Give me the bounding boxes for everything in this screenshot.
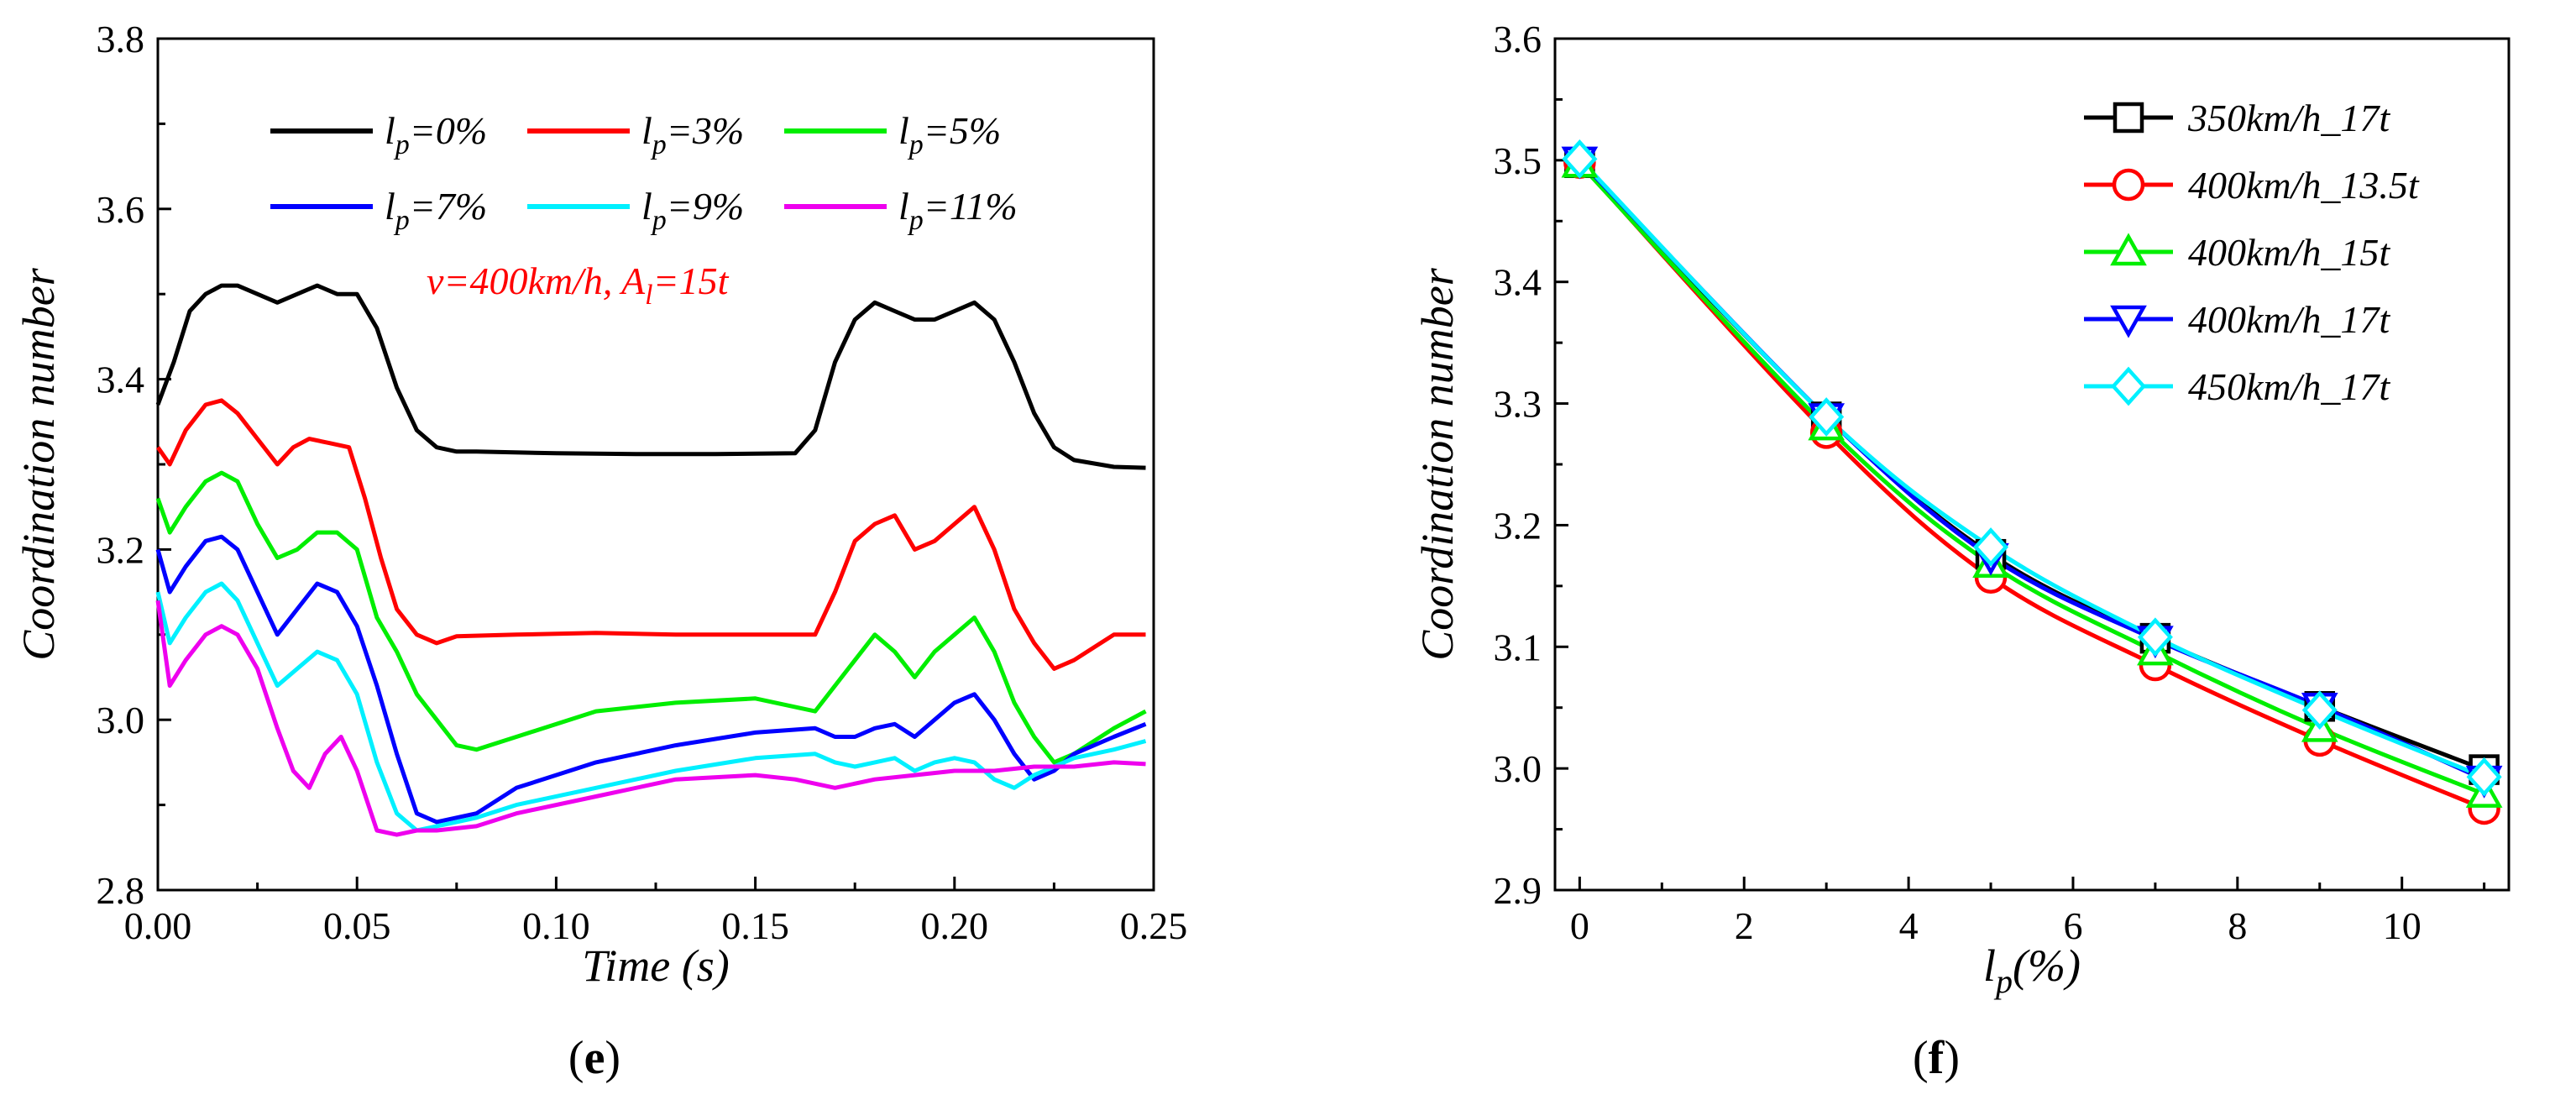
x-axis-label-f: lp(%) <box>1983 940 2081 1000</box>
x-tick-label-e: 0.10 <box>522 904 590 947</box>
legend-label-f-4: 450km/h_17t <box>2188 365 2390 408</box>
x-tick-label-f: 4 <box>1899 904 1919 947</box>
x-tick-label-f: 6 <box>2063 904 2082 947</box>
legend-label-0: lp=0% <box>385 109 487 160</box>
legend-label-f-3: 400km/h_17t <box>2188 298 2390 341</box>
legend-marker-f-0 <box>2113 102 2144 134</box>
panel-e-caption: (e) <box>568 1032 620 1084</box>
data-point-f-4 <box>2137 617 2173 657</box>
plot-frame-e <box>156 37 1155 892</box>
data-point-f-4 <box>1562 139 1598 179</box>
y-axis-label-f: Coordination number <box>1412 267 1463 661</box>
y-tick-label-e: 2.8 <box>97 869 145 912</box>
data-point-f-4 <box>2301 690 2338 730</box>
y-tick-label-f: 3.2 <box>1494 504 1542 547</box>
y-tick-label-f: 3.6 <box>1494 18 1542 60</box>
annotation-conditions: v=400km/h, Al=15t <box>427 259 730 311</box>
legend-label-f-2: 400km/h_15t <box>2188 231 2390 274</box>
x-tick-label-f: 2 <box>1735 904 1754 947</box>
y-axis-label-e: Coordination number <box>13 267 64 661</box>
x-tick-label-e: 0.25 <box>1120 904 1188 947</box>
x-axis-label-e: Time (s) <box>582 940 730 991</box>
data-point-f-4 <box>1809 397 1845 437</box>
legend-marker-f-3 <box>2110 305 2147 338</box>
series-line-3 <box>155 534 1147 825</box>
series-line-4 <box>155 581 1147 833</box>
x-tick-label-f: 8 <box>2228 904 2247 947</box>
y-tick-label-f: 2.9 <box>1494 869 1542 912</box>
chart-f-coordination-vs-lp: 0 2 4 6 8 10 2.9 3.0 3.1 3.2 3.3 3.4 3.5 3.6 lp(%) Coor… <box>1412 18 2511 1000</box>
y-tick-label-e: 3.0 <box>97 699 145 741</box>
chart-e-timeseries: 0.00 0.05 0.10 0.15 0.20 0.25 2.8 3.0 3.2 3.4 3.6 3… <box>13 18 1187 991</box>
y-tick-label-e: 3.2 <box>97 528 145 571</box>
y-tick-label-e: 3.4 <box>97 359 145 401</box>
x-tick-label-e: 0.20 <box>921 904 989 947</box>
legend-label-f-0: 350km/h_17t <box>2187 97 2390 139</box>
series-line-0 <box>155 283 1146 470</box>
y-tick-label-e: 3.8 <box>97 18 145 60</box>
panel-f-caption: (f) <box>1913 1032 1960 1084</box>
legend-label-4: lp=9% <box>641 185 744 236</box>
x-tick-label-f: 0 <box>1570 904 1589 947</box>
y-tick-label-f: 3.5 <box>1494 139 1542 182</box>
y-tick-label-f: 3.3 <box>1494 383 1542 426</box>
series-line-5 <box>155 600 1146 837</box>
legend-marker-f-1 <box>2112 168 2145 202</box>
x-tick-label-f: 10 <box>2383 904 2422 947</box>
y-tick-label-f: 3.1 <box>1494 626 1542 668</box>
legend-label-f-1: 400km/h_13.5t <box>2188 164 2420 207</box>
legend-label-5: lp=11% <box>898 185 1018 236</box>
x-tick-label-e: 0.05 <box>323 904 391 947</box>
x-tick-label-e: 0.15 <box>721 904 789 947</box>
y-tick-label-f: 3.4 <box>1494 261 1542 304</box>
data-point-f-4 <box>1973 527 2009 567</box>
legend-label-2: lp=5% <box>898 109 1001 160</box>
data-point-f-4 <box>2466 757 2502 797</box>
series-line-1 <box>155 398 1146 671</box>
legend-marker-f-2 <box>2110 233 2147 266</box>
x-tick-label-e: 0.00 <box>124 904 192 947</box>
series-line-2 <box>155 470 1147 765</box>
legend-label-3: lp=7% <box>385 185 487 236</box>
legend-marker-f-4 <box>2110 366 2147 406</box>
y-tick-label-e: 3.6 <box>97 188 145 231</box>
y-tick-label-f: 3.0 <box>1494 747 1542 790</box>
legend-label-1: lp=3% <box>641 109 744 160</box>
